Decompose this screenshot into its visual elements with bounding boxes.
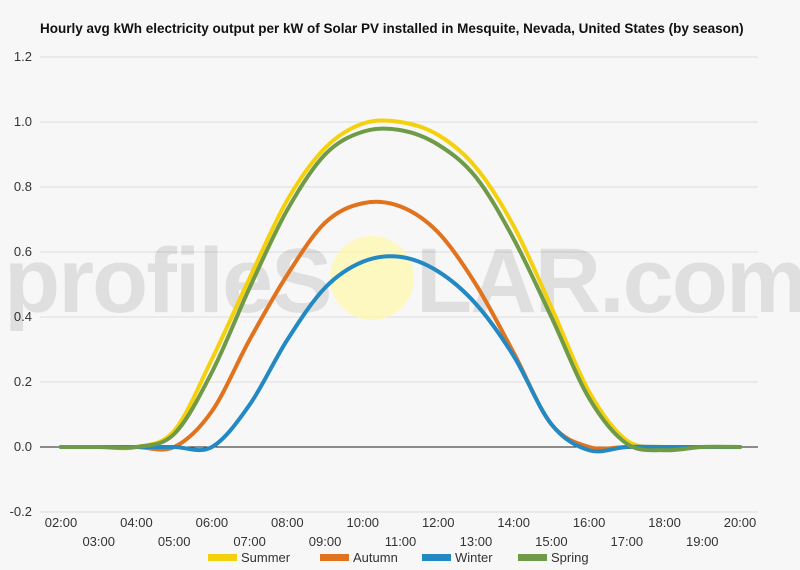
x-tick-label: 09:00 xyxy=(309,534,342,549)
series-line-winter xyxy=(59,254,742,454)
x-tick-label: 11:00 xyxy=(385,534,417,549)
x-tick-label: 14:00 xyxy=(497,515,530,530)
watermark: profileS LAR.com xyxy=(4,230,800,332)
watermark-text-left: profileS xyxy=(4,230,330,332)
legend-label: Autumn xyxy=(353,550,398,565)
y-tick-label: 0.0 xyxy=(14,439,32,454)
watermark-text-right: LAR.com xyxy=(416,230,800,332)
x-tick-label: 03:00 xyxy=(82,534,115,549)
watermark-sun-icon xyxy=(330,236,414,320)
series-lines xyxy=(59,118,742,454)
y-tick-label: 0.2 xyxy=(14,374,32,389)
y-tick-label: 1.2 xyxy=(14,49,32,64)
legend-item-autumn: Autumn xyxy=(320,550,398,565)
x-tick-label: 07:00 xyxy=(233,534,266,549)
chart-title: Hourly avg kWh electricity output per kW… xyxy=(40,21,744,36)
x-tick-label: 02:00 xyxy=(45,515,78,530)
series-line-spring xyxy=(59,126,742,453)
legend: Summer Autumn Winter Spring xyxy=(208,550,589,565)
legend-label: Spring xyxy=(551,550,589,565)
x-tick-label: 17:00 xyxy=(611,534,644,549)
x-tick-label: 19:00 xyxy=(686,534,719,549)
x-tick-label: 20:00 xyxy=(724,515,757,530)
y-tick-label: 1.0 xyxy=(14,114,32,129)
x-axis: 02:00 03:00 04:00 05:00 06:00 07:00 08:00 09:00… xyxy=(45,515,757,549)
x-tick-label: 15:00 xyxy=(535,534,568,549)
x-tick-label: 12:00 xyxy=(422,515,455,530)
legend-item-summer: Summer xyxy=(208,550,291,565)
y-tick-label: 0.8 xyxy=(14,179,32,194)
y-axis: -0.2 0.0 0.2 0.4 0.6 0.8 1.0 1.2 xyxy=(10,49,32,519)
series-line-summer xyxy=(59,118,742,451)
x-tick-label: 18:00 xyxy=(648,515,681,530)
x-tick-label: 13:00 xyxy=(460,534,493,549)
legend-swatch xyxy=(320,554,349,561)
legend-swatch xyxy=(422,554,451,561)
y-tick-label: 0.4 xyxy=(14,309,32,324)
x-tick-label: 16:00 xyxy=(573,515,606,530)
x-tick-label: 06:00 xyxy=(196,515,229,530)
legend-swatch xyxy=(518,554,547,561)
legend-label: Summer xyxy=(241,550,291,565)
x-tick-label: 05:00 xyxy=(158,534,191,549)
legend-label: Winter xyxy=(455,550,493,565)
x-tick-label: 10:00 xyxy=(347,515,380,530)
y-tick-label: 0.6 xyxy=(14,244,32,259)
legend-item-spring: Spring xyxy=(518,550,589,565)
x-tick-label: 04:00 xyxy=(120,515,153,530)
x-tick-label: 08:00 xyxy=(271,515,304,530)
legend-swatch xyxy=(208,554,237,561)
y-tick-label: -0.2 xyxy=(10,504,32,519)
legend-item-winter: Winter xyxy=(422,550,493,565)
